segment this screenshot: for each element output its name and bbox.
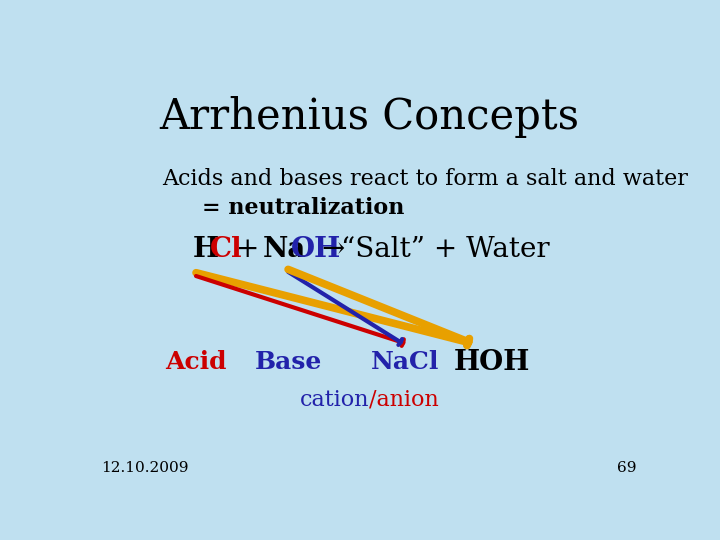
Text: HOH: HOH (454, 349, 530, 376)
Text: +: + (236, 237, 260, 264)
Text: = neutralization: = neutralization (202, 197, 404, 219)
Text: NaCl: NaCl (371, 350, 439, 374)
Text: OH: OH (291, 237, 341, 264)
Text: →: → (322, 237, 345, 264)
Text: Cl: Cl (210, 237, 243, 264)
Text: Na: Na (263, 237, 306, 264)
Text: Arrhenius Concepts: Arrhenius Concepts (159, 96, 579, 138)
Text: “Salt” + Water: “Salt” + Water (341, 237, 550, 264)
Text: cation: cation (300, 388, 369, 410)
Text: 12.10.2009: 12.10.2009 (101, 461, 189, 475)
Text: 69: 69 (617, 461, 637, 475)
Text: Base: Base (254, 350, 322, 374)
Text: Acids and bases react to form a salt and water: Acids and bases react to form a salt and… (163, 168, 688, 190)
Text: /anion: /anion (369, 388, 438, 410)
Text: Acid: Acid (166, 350, 227, 374)
Text: H: H (193, 237, 220, 264)
